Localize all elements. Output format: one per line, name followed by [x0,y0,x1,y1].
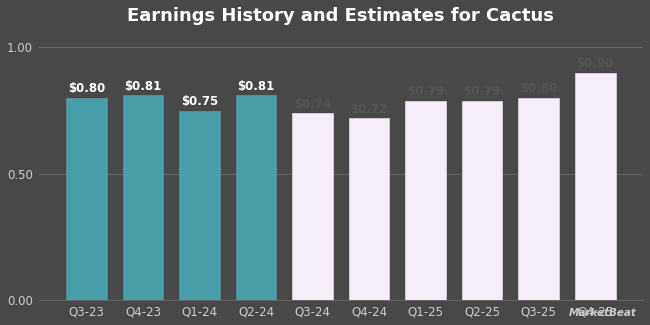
Bar [66,98,107,300]
Title: Earnings History and Estimates for Cactus: Earnings History and Estimates for Cactu… [127,7,554,25]
Text: $0.90: $0.90 [577,57,614,70]
Text: $0.74: $0.74 [294,98,331,111]
Text: $0.72: $0.72 [350,103,387,116]
Bar [405,100,446,300]
Text: $0.81: $0.81 [124,80,161,93]
Bar [462,100,502,300]
Text: MarketBeat: MarketBeat [569,308,637,318]
Bar [292,113,333,300]
Bar [575,73,616,300]
Text: $0.75: $0.75 [181,95,218,108]
Bar [179,111,220,300]
Bar [235,96,276,300]
Text: $0.79: $0.79 [463,85,500,98]
Bar [122,96,163,300]
Bar [348,118,389,300]
Bar [518,98,559,300]
Text: $0.80: $0.80 [68,83,105,96]
Text: $0.79: $0.79 [407,85,444,98]
Text: $0.80: $0.80 [520,83,557,96]
Text: $0.81: $0.81 [237,80,274,93]
